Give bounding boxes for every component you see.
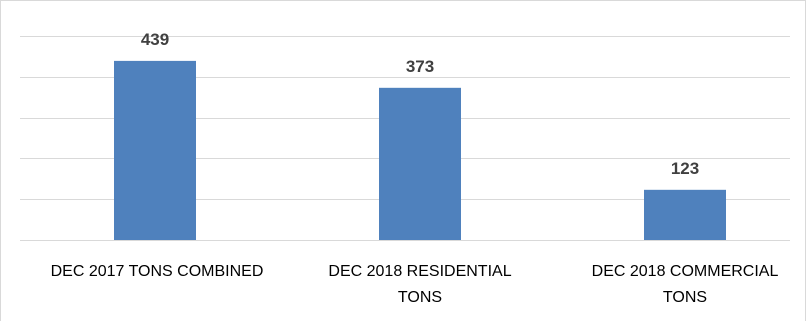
category-label-line: TONS: [397, 289, 443, 306]
bar-2: [644, 189, 726, 240]
data-label-0: 439: [141, 30, 169, 49]
category-label-line: DEC 2018 COMMERCIAL: [591, 263, 779, 280]
category-label-line: TONS: [662, 289, 708, 306]
data-label-2: 123: [671, 159, 699, 178]
chart-border-top: [0, 0, 806, 1]
category-label-2: DEC 2018 COMMERCIAL TONS: [555, 259, 806, 311]
bar-1: [379, 87, 461, 240]
category-label-0: DEC 2017 TONS COMBINED: [27, 259, 287, 285]
chart-border-left: [0, 0, 1, 321]
bar-0: [114, 60, 196, 240]
category-label-1: DEC 2018 RESIDENTIAL TONS: [290, 259, 550, 311]
category-label-line: DEC 2017 TONS COMBINED: [50, 263, 264, 280]
data-label-1: 373: [406, 57, 434, 76]
category-label-line: DEC 2018 RESIDENTIAL: [328, 263, 512, 280]
